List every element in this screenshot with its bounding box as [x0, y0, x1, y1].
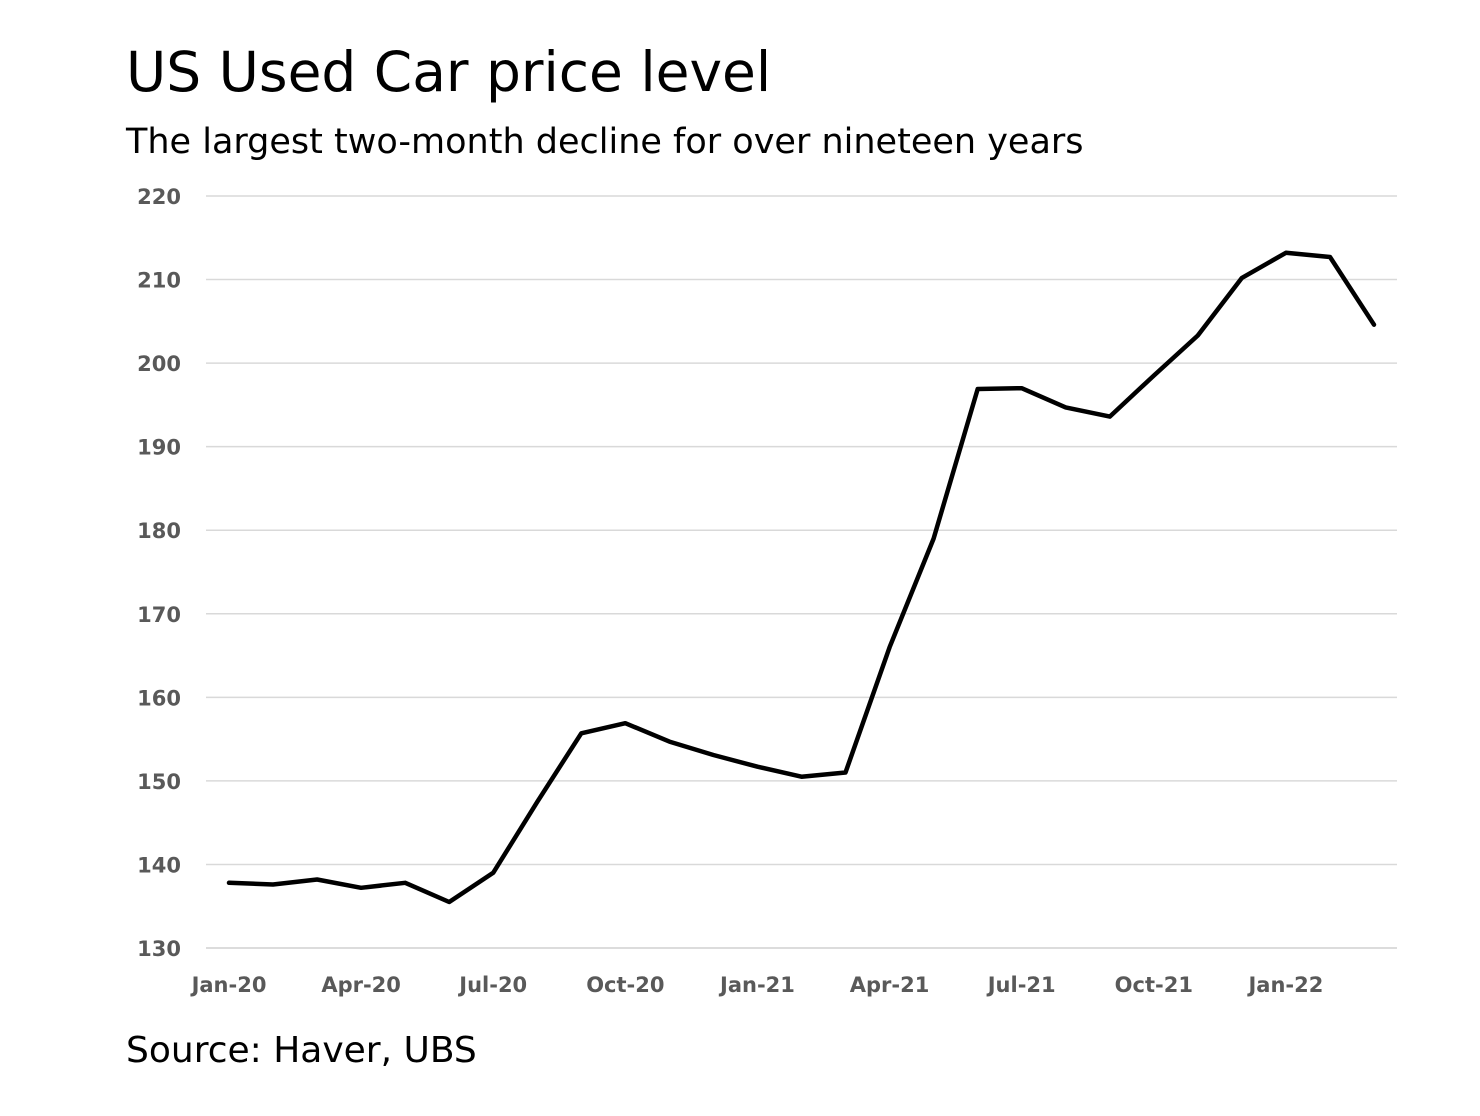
y-tick-label: 180	[137, 519, 181, 543]
y-tick-label: 130	[137, 937, 181, 961]
x-tick-label: Jul-21	[986, 973, 1056, 997]
y-tick-label: 160	[137, 686, 181, 710]
data-point-Apr-21	[888, 645, 892, 649]
series-group	[226, 250, 1377, 905]
y-tick-label: 210	[137, 269, 181, 293]
data-point-Jan-20	[227, 881, 231, 885]
data-point-Oct-20	[623, 721, 627, 725]
data-point-Sep-20	[579, 731, 583, 735]
data-point-Dec-21	[1240, 276, 1244, 280]
gridlines	[206, 195, 1397, 949]
y-tick-label: 170	[137, 603, 181, 627]
data-point-Mar-20	[315, 878, 319, 882]
data-point-May-21	[932, 537, 936, 541]
y-axis-tick-labels: 130 140 150 160 170 180 190 200 210 220	[137, 185, 181, 961]
data-point-Jun-21	[976, 387, 980, 391]
x-tick-label: Oct-21	[1115, 973, 1193, 997]
data-point-Aug-20	[535, 800, 539, 804]
data-point-Oct-21	[1152, 374, 1156, 378]
y-tick-label: 140	[137, 853, 181, 877]
data-point-Aug-21	[1064, 405, 1068, 409]
data-point-Mar-22	[1372, 323, 1376, 327]
data-point-Feb-22	[1328, 255, 1332, 259]
x-tick-label: Oct-20	[586, 973, 664, 997]
data-point-Feb-21	[800, 775, 804, 779]
data-point-Apr-20	[359, 886, 363, 890]
chart-title: US Used Car price level	[126, 40, 772, 104]
y-tick-label: 150	[137, 770, 181, 794]
data-point-Jul-20	[491, 871, 495, 875]
series-line-0	[226, 250, 1377, 905]
x-tick-label: Jan-20	[190, 973, 267, 997]
y-tick-label: 190	[137, 436, 181, 460]
data-point-Jan-21	[756, 765, 760, 769]
y-tick-label: 220	[137, 185, 181, 209]
x-tick-label: Jan-22	[1246, 973, 1323, 997]
data-point-Nov-21	[1196, 334, 1200, 338]
chart-source: Source: Haver, UBS	[126, 1030, 477, 1071]
x-axis-tick-labels: Jan-20 Apr-20 Jul-20 Oct-20 Jan-21 Apr-21 Jul-…	[190, 973, 1324, 997]
data-point-Feb-20	[271, 883, 275, 887]
data-point-Jul-21	[1020, 386, 1024, 390]
x-tick-label: Apr-21	[850, 973, 930, 997]
x-tick-label: Apr-20	[321, 973, 401, 997]
data-point-Sep-21	[1108, 415, 1112, 419]
data-point-Jun-20	[447, 900, 451, 904]
y-tick-label: 200	[137, 352, 181, 376]
data-point-Jan-22	[1284, 251, 1288, 255]
x-tick-label: Jan-21	[718, 973, 795, 997]
data-point-May-20	[403, 881, 407, 885]
data-point-Dec-20	[711, 753, 715, 757]
chart-subtitle: The largest two-month decline for over n…	[126, 122, 1084, 162]
x-tick-label: Jul-20	[457, 973, 527, 997]
data-point-Nov-20	[667, 740, 671, 744]
data-point-Mar-21	[844, 771, 848, 775]
